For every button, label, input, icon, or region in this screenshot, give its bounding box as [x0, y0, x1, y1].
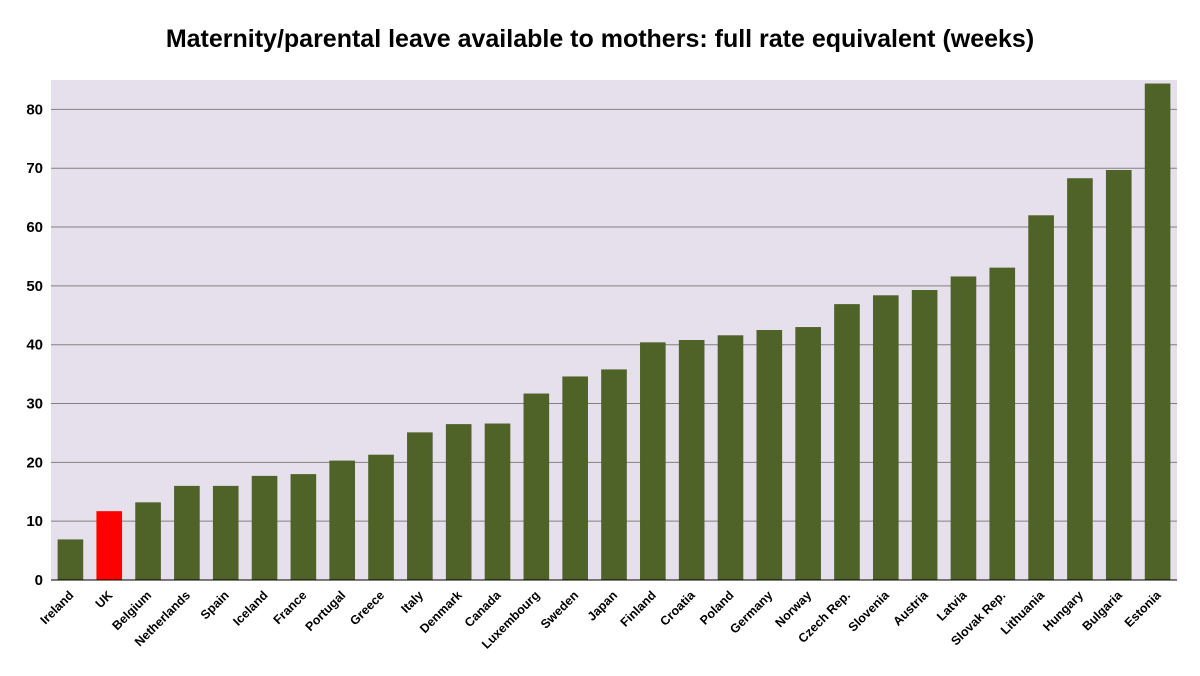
bar-germany — [756, 330, 783, 580]
y-tick-label: 80 — [26, 101, 43, 118]
bar-luxembourg — [523, 393, 550, 580]
bar-ireland — [57, 539, 84, 580]
bar-slovak-rep — [989, 267, 1016, 580]
bar-netherlands — [174, 485, 200, 580]
bar-bulgaria — [1105, 170, 1132, 580]
bars — [57, 83, 1171, 580]
bar-sweden — [562, 376, 588, 580]
y-tick-label: 40 — [26, 337, 43, 354]
bar-norway — [795, 327, 821, 580]
bar-italy — [407, 432, 433, 580]
y-tick-label: 20 — [26, 454, 43, 471]
y-tick-label: 10 — [26, 513, 43, 530]
bar-estonia — [1144, 83, 1171, 580]
bar-czech-rep — [834, 304, 860, 580]
bar-hungary — [1067, 178, 1093, 580]
bar-greece — [368, 454, 394, 580]
y-tick-label: 0 — [35, 572, 43, 589]
bar-finland — [640, 342, 666, 580]
bar-japan — [601, 369, 627, 580]
bar-canada — [484, 423, 511, 580]
bar-uk — [96, 511, 123, 580]
bar-portugal — [329, 460, 356, 580]
bar-iceland — [251, 475, 278, 580]
y-tick-label: 70 — [26, 160, 43, 177]
y-tick-label: 30 — [26, 396, 43, 413]
bar-spain — [212, 485, 239, 580]
y-tick-label: 60 — [26, 219, 43, 236]
bar-latvia — [950, 276, 977, 580]
bar-croatia — [678, 340, 705, 580]
bar-austria — [911, 290, 938, 580]
bar-france — [290, 474, 317, 580]
bar-lithuania — [1028, 215, 1054, 580]
bar-slovenia — [872, 295, 899, 580]
bar-denmark — [445, 424, 472, 580]
y-axis-tick-labels: 0 10 20 30 40 50 60 70 80 — [26, 101, 43, 589]
bar-poland — [717, 335, 744, 580]
chart-title: Maternity/parental leave available to mo… — [166, 25, 1034, 53]
bar-belgium — [135, 502, 161, 580]
y-tick-label: 50 — [26, 278, 43, 295]
